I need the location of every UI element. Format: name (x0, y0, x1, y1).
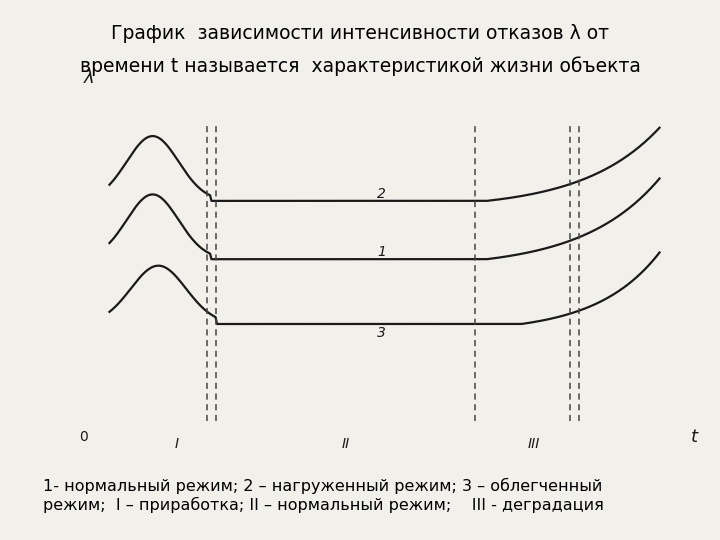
Text: I: I (175, 437, 179, 451)
Text: II: II (341, 437, 350, 451)
Text: λ: λ (84, 70, 94, 87)
Text: График  зависимости интенсивности отказов λ от: График зависимости интенсивности отказов… (111, 24, 609, 43)
Text: 3: 3 (377, 326, 386, 340)
Text: t: t (690, 428, 698, 447)
Text: 1- нормальный режим; 2 – нагруженный режим; 3 – облегченный
режим;  I – приработ: 1- нормальный режим; 2 – нагруженный реж… (43, 478, 604, 513)
Text: времени t называется  характеристикой жизни объекта: времени t называется характеристикой жиз… (80, 57, 640, 76)
Text: 0: 0 (79, 430, 88, 444)
Text: III: III (528, 437, 541, 451)
Text: 1: 1 (377, 245, 386, 259)
Text: 2: 2 (377, 187, 386, 201)
